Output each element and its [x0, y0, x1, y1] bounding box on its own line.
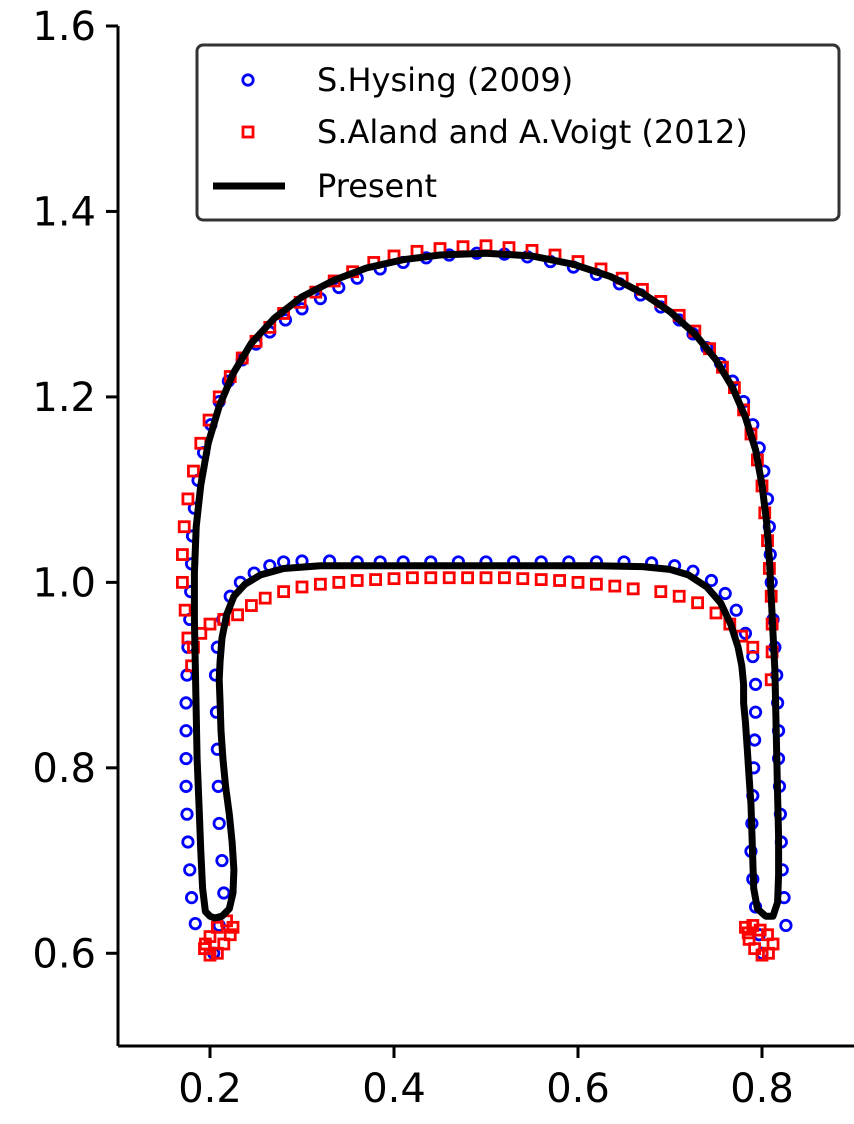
legend-label: Present	[317, 167, 437, 205]
data-point	[654, 585, 668, 599]
y-tick-label: 1.2	[32, 375, 96, 421]
data-point	[709, 606, 723, 620]
y-tick-label: 1.0	[32, 560, 96, 606]
data-point	[405, 571, 419, 585]
series-line	[190, 249, 783, 922]
data-point	[456, 240, 470, 254]
data-point	[755, 948, 769, 962]
data-point	[295, 580, 309, 594]
data-point	[313, 577, 327, 591]
legend: S.Hysing (2009) S.Aland and A.Voigt (2012…	[195, 43, 841, 222]
data-point	[534, 573, 548, 586]
x-tick-label: 0.6	[546, 1066, 610, 1112]
data-point	[571, 575, 585, 589]
data-point	[704, 573, 719, 588]
series-2	[190, 249, 783, 922]
data-point	[181, 492, 195, 506]
data-point	[748, 677, 763, 691]
data-point	[746, 640, 760, 654]
data-point	[179, 696, 193, 710]
legend-marker-circle	[241, 73, 255, 87]
data-point	[424, 571, 438, 585]
data-point	[779, 918, 793, 933]
data-point	[223, 928, 237, 942]
data-point	[479, 239, 493, 253]
data-point	[175, 548, 189, 561]
data-point	[188, 916, 202, 931]
data-point	[553, 574, 566, 587]
data-point	[350, 574, 364, 587]
data-point	[226, 920, 240, 934]
data-point	[748, 733, 762, 747]
data-point	[590, 577, 603, 591]
data-point	[217, 937, 231, 951]
data-point	[442, 571, 456, 585]
x-tick-label: 0.8	[730, 1066, 794, 1112]
data-point	[626, 582, 640, 596]
x-tick-label: 0.2	[178, 1066, 242, 1112]
data-point	[741, 926, 755, 940]
data-point	[217, 886, 231, 900]
data-point	[175, 575, 189, 589]
data-point	[179, 724, 193, 738]
data-point	[179, 751, 193, 766]
data-point	[277, 585, 291, 599]
data-point	[332, 575, 346, 589]
axes: 0.6 0.8 1.0 1.2 1.4 1.6 0.2 0.4 0.6 0.8	[32, 4, 854, 1112]
data-point	[729, 603, 743, 617]
data-point	[748, 942, 762, 956]
data-point	[179, 779, 193, 793]
data-point	[180, 807, 194, 821]
series-0	[179, 246, 793, 960]
data-point	[212, 816, 226, 831]
legend-label: S.Hysing (2009)	[317, 61, 573, 99]
plot-marks	[175, 239, 793, 962]
legend-label: S.Aland and A.Voigt (2012)	[317, 113, 748, 151]
data-point	[177, 520, 191, 534]
legend-marker-square	[241, 125, 255, 139]
data-point	[198, 937, 212, 951]
data-point	[718, 586, 732, 601]
data-point	[461, 571, 475, 585]
data-point	[183, 863, 197, 877]
data-point	[608, 579, 622, 593]
data-point	[516, 572, 530, 586]
y-tick-label: 1.6	[32, 4, 96, 50]
legend-box	[195, 43, 841, 222]
data-point	[244, 599, 258, 612]
data-point	[497, 571, 511, 585]
data-point	[691, 596, 704, 610]
data-point	[187, 464, 200, 478]
data-point	[479, 571, 493, 585]
x-tick-label: 0.4	[362, 1066, 426, 1112]
y-tick-label: 1.4	[32, 189, 96, 235]
series-1	[175, 239, 780, 962]
data-point	[215, 853, 229, 868]
data-point	[203, 617, 217, 631]
y-tick-label: 0.8	[32, 746, 96, 792]
data-point	[210, 920, 224, 934]
data-point	[748, 705, 763, 719]
data-point	[387, 572, 401, 586]
data-point	[295, 302, 309, 316]
data-point	[672, 589, 686, 603]
data-point	[258, 591, 272, 605]
data-point	[231, 608, 245, 622]
data-point	[178, 603, 192, 617]
y-tick-label: 0.6	[32, 931, 96, 977]
data-point	[181, 835, 195, 849]
data-point	[278, 313, 293, 327]
data-point	[369, 573, 383, 586]
data-point	[210, 946, 224, 960]
data-point	[185, 891, 199, 905]
